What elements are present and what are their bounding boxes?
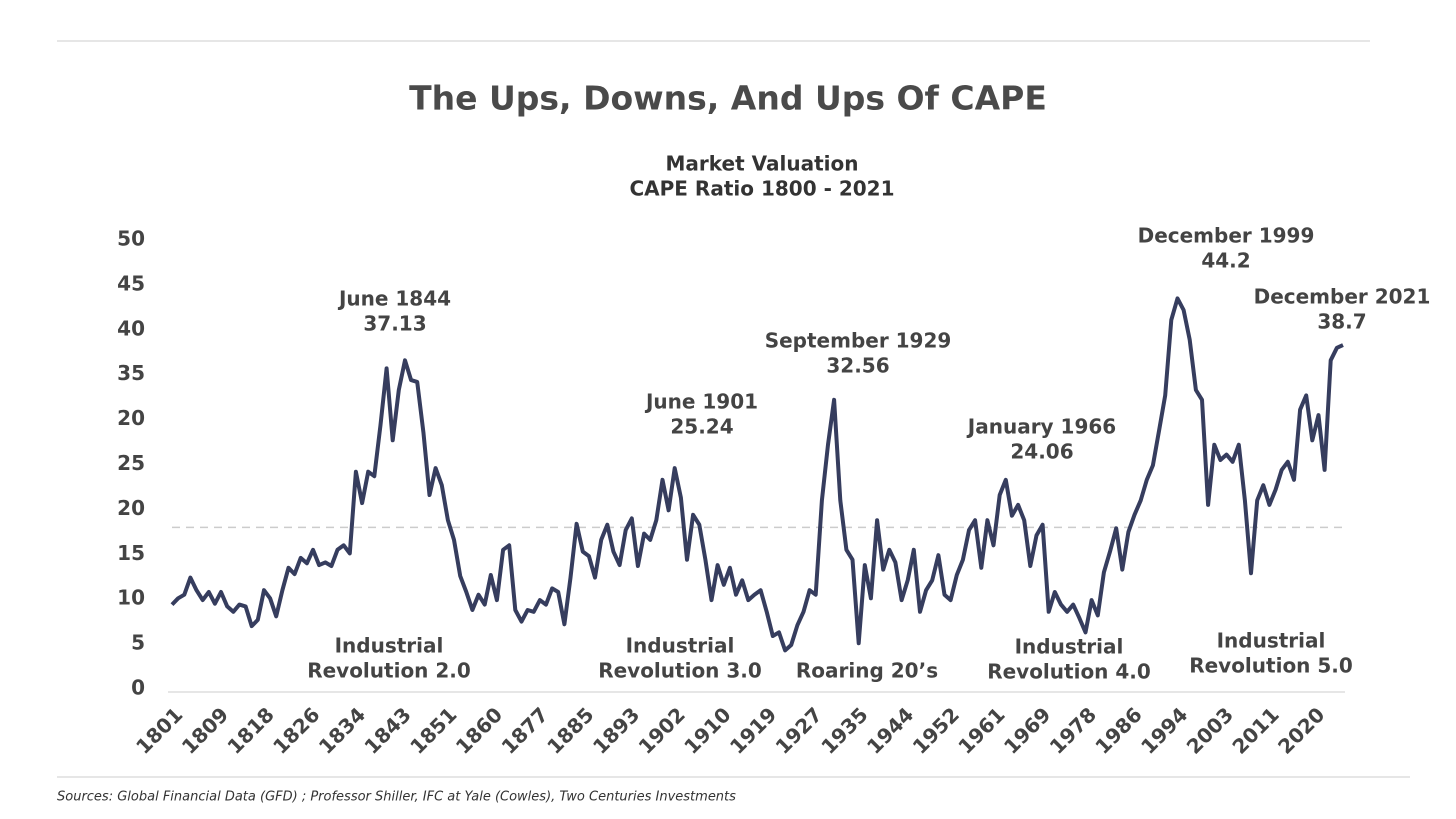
x-tick-label: 1944 [862, 702, 918, 758]
x-tick-label: 1978 [1045, 702, 1101, 758]
annotation: 25.24 [670, 415, 733, 439]
x-tick-label: 1860 [451, 702, 507, 758]
x-tick-label: 2003 [1182, 702, 1238, 758]
x-tick-label: 1826 [268, 702, 324, 758]
annotation: Industrial [626, 634, 735, 658]
annotation: September 1929 [765, 329, 952, 353]
annotation: 24.06 [1010, 440, 1073, 464]
x-tick-label: 1851 [405, 702, 461, 758]
x-tick-label: 1969 [999, 702, 1055, 758]
x-tick-label: 1885 [542, 702, 598, 758]
chart-subtitle: CAPE Ratio 1800 - 2021 [629, 177, 894, 201]
x-tick-label: 1986 [1090, 702, 1146, 758]
x-tick-label: 1927 [771, 702, 827, 758]
chart-title: The Ups, Downs, And Ups Of CAPE [409, 79, 1047, 118]
x-tick-label: 1910 [679, 702, 735, 758]
y-tick-label: 15 [117, 541, 145, 565]
annotation: Revolution 2.0 [307, 659, 471, 683]
data-line [170, 296, 1344, 653]
annotation: January 1966 [966, 415, 1116, 439]
annotation: Revolution 4.0 [987, 660, 1151, 684]
y-tick-label: 5 [131, 631, 145, 655]
x-tick-label: 1994 [1136, 702, 1192, 758]
annotation: Roaring 20’s [796, 659, 938, 683]
y-tick-label: 50 [117, 227, 145, 251]
x-tick-label: 1935 [816, 702, 872, 758]
y-tick-label: 0 [131, 676, 145, 700]
y-tick-label: 20 [117, 406, 145, 430]
x-tick-label: 1952 [908, 702, 964, 758]
annotation: Revolution 3.0 [598, 659, 762, 683]
x-tick-label: 1877 [497, 702, 553, 758]
annotation: Industrial [335, 634, 444, 658]
x-tick-label: 1834 [314, 702, 370, 758]
annotation: Revolution 5.0 [1189, 654, 1353, 678]
y-tick-label: 20 [117, 496, 145, 520]
x-tick-label: 1818 [222, 702, 278, 758]
annotation: 38.7 [1317, 310, 1366, 334]
y-tick-label: 25 [117, 451, 145, 475]
y-tick-label: 40 [117, 316, 145, 340]
annotation: December 2021 [1254, 285, 1431, 309]
x-tick-label: 2011 [1227, 702, 1283, 758]
x-tick-label: 1961 [953, 702, 1009, 758]
source-note: Sources: Global Financial Data (GFD) ; P… [57, 790, 736, 805]
annotation: Industrial [1015, 635, 1124, 659]
x-tick-label: 1893 [588, 702, 644, 758]
x-tick-label: 1902 [634, 702, 690, 758]
annotation: 37.13 [363, 312, 426, 336]
y-tick-label: 10 [117, 586, 145, 610]
x-tick-label: 2020 [1273, 702, 1329, 758]
annotation: Industrial [1217, 629, 1326, 653]
annotation: June 1844 [337, 287, 451, 311]
annotation: 44.2 [1201, 249, 1250, 273]
annotation: December 1999 [1138, 224, 1315, 248]
x-tick-label: 1843 [359, 702, 415, 758]
x-tick-label: 1801 [131, 702, 187, 758]
chart-subtitle: Market Valuation [666, 152, 859, 176]
annotation: June 1901 [644, 390, 758, 414]
y-tick-label: 45 [117, 271, 145, 295]
annotation: 32.56 [826, 354, 889, 378]
y-tick-label: 35 [117, 361, 145, 385]
x-tick-label: 1919 [725, 702, 781, 758]
x-tick-label: 1809 [177, 702, 233, 758]
